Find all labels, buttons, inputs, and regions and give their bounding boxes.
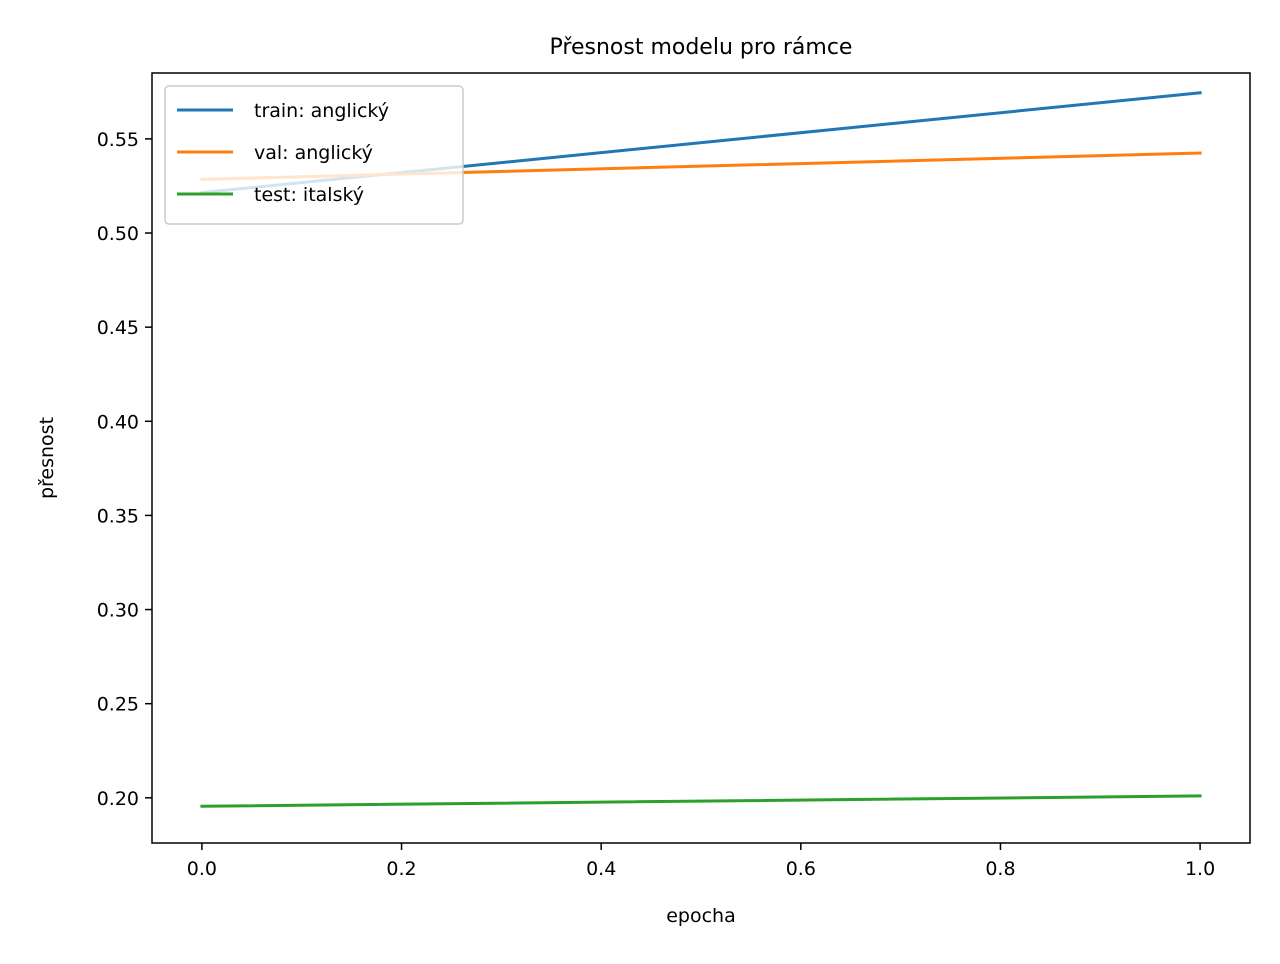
legend-items: train: anglický val: anglický test: italsk… (177, 100, 389, 206)
plot-frame (151, 72, 1251, 844)
x-axis: 0.0 0.2 0.4 0.6 0.8 1.0 (187, 843, 1215, 880)
legend-label-test: test: italský (254, 184, 364, 206)
legend-label-train: train: anglický (254, 100, 389, 122)
y-axis: 0.20 0.25 0.30 0.35 0.40 0.45 0.50 0.55 (97, 129, 152, 810)
x-tick-label: 0.2 (386, 858, 416, 880)
y-tick-label: 0.45 (97, 317, 139, 339)
legend: train: anglický val: anglický test: italsk… (164, 85, 464, 225)
legend-label-val: val: anglický (254, 142, 373, 164)
x-tick-label: 0.6 (786, 858, 816, 880)
x-tick-label: 0.0 (187, 858, 217, 880)
x-tick-label: 0.4 (586, 858, 616, 880)
y-axis-label: přesnost (36, 417, 58, 499)
y-tick-label: 0.30 (97, 600, 139, 622)
x-tick-label: 1.0 (1185, 858, 1215, 880)
chart-title: Přesnost modelu pro rámce (550, 35, 853, 60)
legend-box (164, 85, 464, 225)
x-axis-label: epocha (666, 905, 736, 927)
series-line-test (200, 794, 1202, 808)
y-tick-label: 0.50 (97, 223, 139, 245)
y-tick-label: 0.55 (97, 129, 139, 151)
x-tick-label: 0.8 (985, 858, 1015, 880)
y-tick-label: 0.40 (97, 411, 139, 433)
y-tick-label: 0.35 (97, 505, 139, 527)
y-tick-label: 0.20 (97, 788, 139, 810)
y-tick-label: 0.25 (97, 694, 139, 716)
